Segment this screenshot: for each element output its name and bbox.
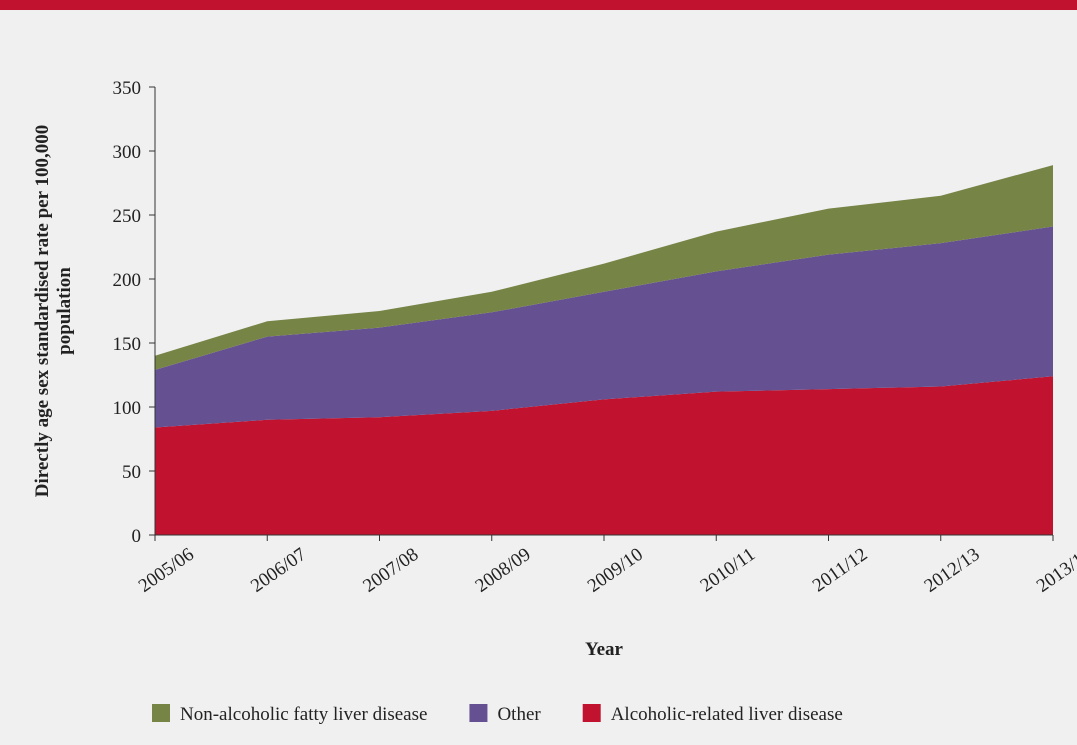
x-tick-label: 2006/07: [247, 544, 310, 597]
y-tick-label: 200: [113, 270, 142, 291]
x-tick-label: 2005/06: [135, 544, 198, 597]
x-tick-label: 2012/13: [921, 544, 984, 597]
legend-label: Non-alcoholic fatty liver disease: [180, 704, 427, 725]
legend-swatch: [582, 704, 601, 722]
y-tick-label: 0: [132, 526, 142, 547]
x-axis-title: Year: [585, 639, 624, 660]
x-tick-label: 2010/11: [697, 544, 759, 597]
x-tick-label: 2009/10: [584, 544, 647, 597]
x-tick-label: 2007/08: [359, 544, 422, 597]
y-tick-label: 50: [122, 462, 141, 483]
legend-swatch: [152, 704, 170, 722]
y-tick-label: 150: [113, 334, 142, 355]
y-tick-label: 100: [113, 398, 142, 419]
header-bar: [0, 0, 1077, 10]
y-tick-label: 300: [113, 142, 142, 163]
y-axis-title: Directly age sex standardised rate per 1…: [32, 125, 75, 497]
area: [155, 376, 1053, 535]
y-axis-title-line: population: [54, 267, 75, 355]
legend-label: Other: [497, 704, 541, 725]
y-axis-title-line: Directly age sex standardised rate per 1…: [32, 125, 53, 497]
x-tick-label: 2008/09: [472, 544, 535, 597]
legend-label: Alcoholic-related liver disease: [611, 704, 843, 725]
x-tick-label: 2013/14: [1033, 544, 1077, 597]
area: [155, 226, 1053, 428]
legend-swatch: [469, 704, 488, 722]
y-tick-label: 250: [113, 206, 142, 227]
x-tick-label: 2011/12: [809, 544, 871, 597]
area: [155, 165, 1053, 370]
y-tick-label: 350: [113, 78, 142, 99]
